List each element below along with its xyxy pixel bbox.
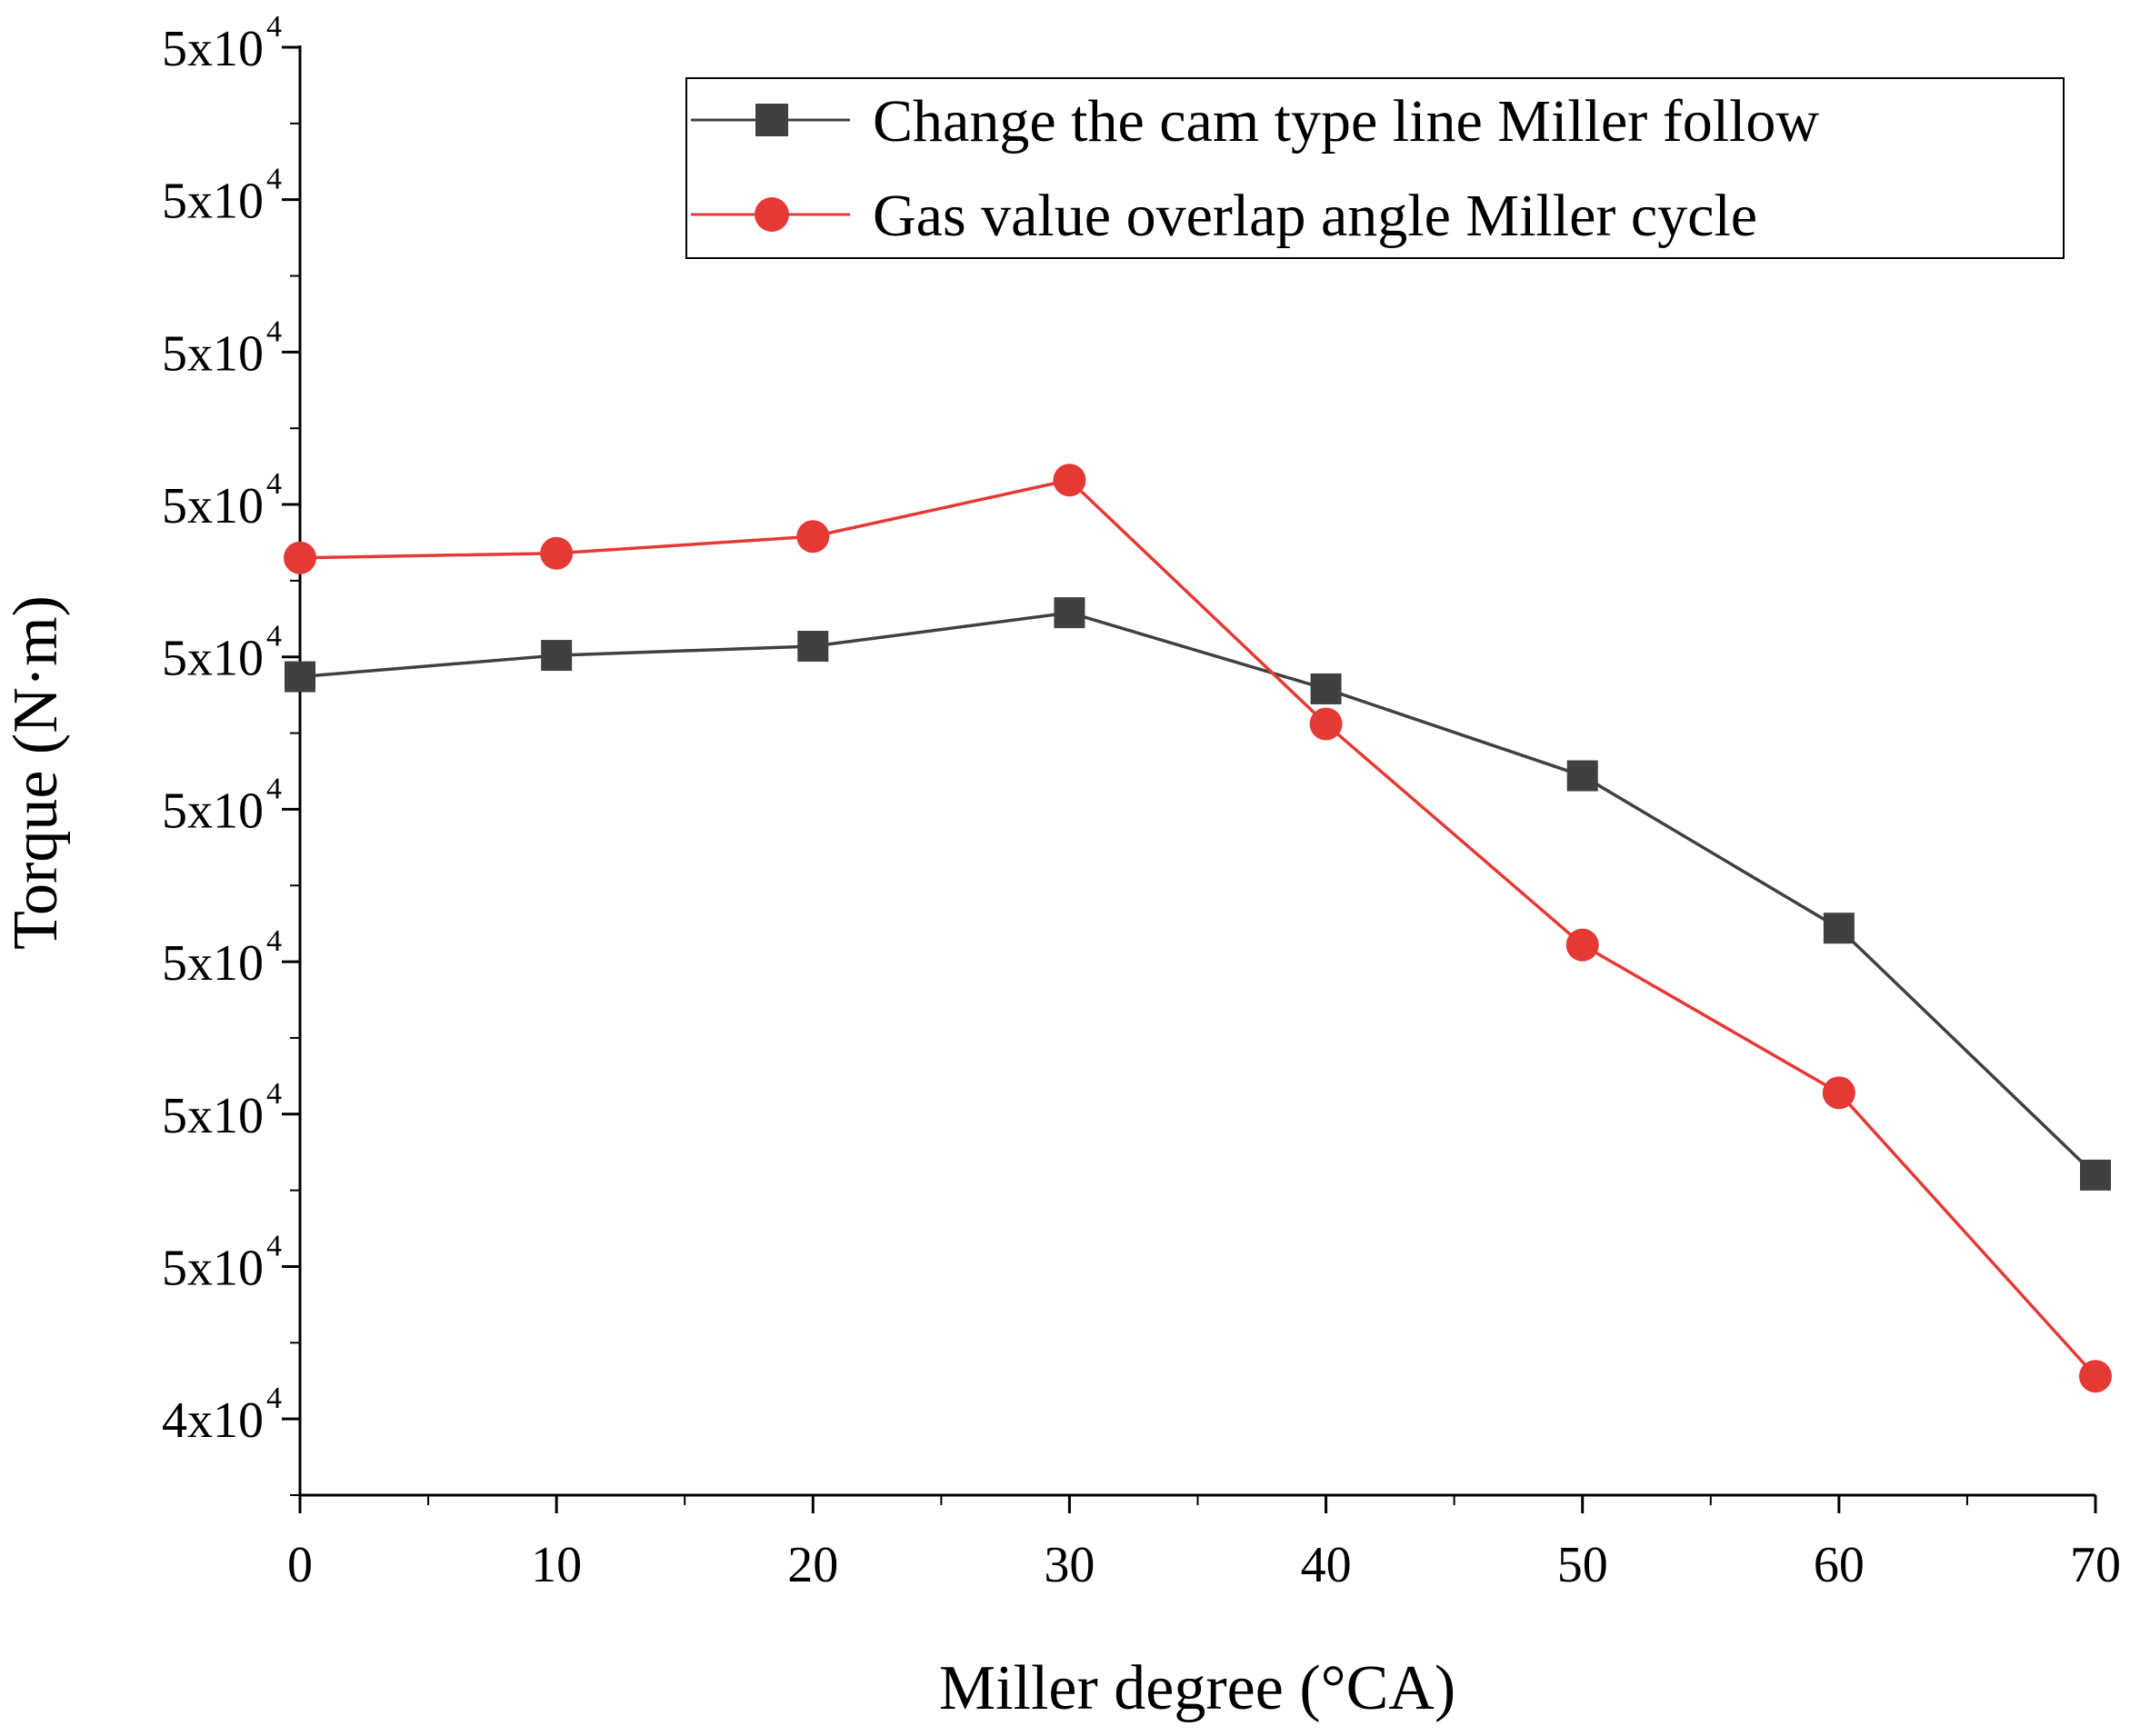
y-tick-label: 5x10 [162, 935, 264, 992]
x-tick-label: 50 [1557, 1537, 1608, 1593]
y-tick-exponent: 4 [266, 314, 282, 348]
data-series [284, 464, 2112, 1393]
data-point-circle [1053, 464, 1086, 497]
x-tick-label: 60 [1814, 1537, 1865, 1593]
plot-axes [298, 45, 2095, 1497]
y-tick-label: 5x10 [162, 325, 264, 382]
series-line [299, 478, 2097, 1378]
y-tick-exponent: 4 [266, 1077, 282, 1111]
data-point-square [1566, 760, 1598, 792]
data-point-circle [1565, 928, 1599, 962]
y-tick-exponent: 4 [266, 924, 282, 958]
y-tick-exponent: 4 [266, 10, 282, 44]
y-tick-label: 4x10 [162, 1392, 264, 1449]
y-tick-exponent: 4 [266, 620, 282, 653]
data-point-square [797, 630, 829, 662]
legend-entry-overlap-angle: Gas value overlap angle Miller cycle [691, 183, 1757, 249]
x-tick-label: 10 [531, 1537, 582, 1593]
x-axis-title: Miller degree (°CA) [939, 1653, 1455, 1723]
legend: Change the cam type line Miller follow G… [685, 77, 2065, 259]
data-point-square [1054, 597, 1085, 629]
data-point-square [541, 640, 573, 672]
y-tick-label: 5x10 [162, 1240, 264, 1296]
x-tick-label: 20 [787, 1537, 838, 1593]
data-point-circle [1309, 707, 1343, 741]
x-tick-label: 70 [2070, 1537, 2121, 1593]
x-tick-label: 30 [1044, 1537, 1095, 1593]
y-tick-exponent: 4 [266, 467, 282, 501]
legend-marker-circle [755, 197, 789, 232]
legend-marker-square [755, 104, 788, 136]
data-point-circle [796, 520, 830, 554]
data-point-circle [540, 536, 574, 570]
y-tick-exponent: 4 [266, 1229, 282, 1262]
data-point-square [1310, 673, 1342, 704]
y-tick-label: 5x10 [162, 174, 264, 230]
legend-box [685, 77, 2065, 259]
series-line [299, 611, 2097, 1177]
data-point-circle [1822, 1076, 1855, 1110]
y-tick-exponent: 4 [266, 163, 282, 196]
x-tick-label: 0 [287, 1537, 313, 1593]
data-point-circle [2079, 1360, 2112, 1393]
series-1 [285, 597, 2111, 1191]
data-point-circle [284, 541, 316, 574]
data-point-square [2080, 1159, 2111, 1191]
y-axis-title: Torque (N·m) [1, 595, 71, 950]
legend-label-cam-type: Change the cam type line Miller follow [873, 88, 1819, 155]
data-point-square [1823, 913, 1855, 944]
data-point-square [285, 661, 315, 693]
y-tick-exponent: 4 [266, 1382, 282, 1415]
y-tick-exponent: 4 [266, 772, 282, 805]
y-tick-label: 5x10 [162, 1088, 264, 1144]
legend-entry-cam-type: Change the cam type line Miller follow [691, 88, 1819, 155]
y-tick-label: 5x10 [162, 631, 264, 687]
y-tick-label: 5x10 [162, 783, 264, 839]
y-tick-label: 5x10 [162, 478, 264, 534]
x-tick-label: 40 [1301, 1537, 1352, 1593]
legend-label-overlap-angle: Gas value overlap angle Miller cycle [873, 183, 1757, 249]
series-2 [284, 464, 2112, 1393]
y-tick-label: 5x10 [162, 21, 264, 77]
